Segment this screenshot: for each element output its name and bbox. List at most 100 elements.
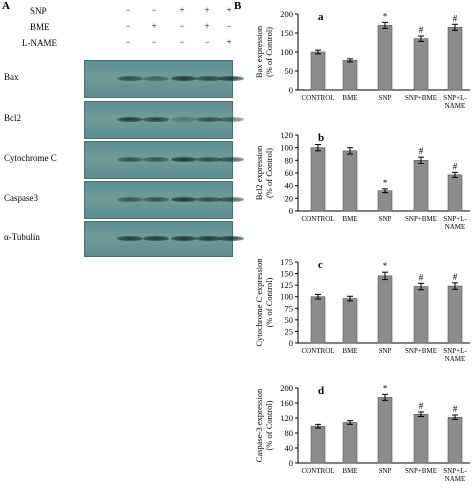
chart-panel-letter: b — [318, 132, 324, 144]
blot-band — [117, 197, 143, 202]
blot-image — [84, 181, 244, 219]
treatment-label: SNP — [30, 6, 47, 16]
x-tick-label: SNP+L- — [443, 467, 467, 475]
significance-marker: # — [453, 272, 458, 282]
bar — [377, 25, 393, 91]
bar — [342, 60, 358, 91]
treatment-sign: + — [204, 5, 210, 15]
x-tick-label: SNP+BME — [405, 94, 437, 102]
y-axis-label: Bcl2 expression — [254, 145, 264, 200]
x-tick-label: BME — [342, 94, 357, 102]
blot-band — [143, 117, 169, 122]
bar — [377, 397, 393, 464]
y-tick-label: 150 — [280, 28, 293, 38]
blot-band — [196, 197, 222, 202]
x-tick-label: SNP — [379, 215, 392, 223]
y-axis-label: (% of Control) — [264, 148, 274, 198]
y-axis-label: Caspase-3 expression — [254, 388, 264, 462]
y-axis-label: (% of Control) — [264, 277, 274, 327]
treatment-label: BME — [30, 22, 50, 32]
bar — [310, 425, 326, 464]
y-tick-label: 150 — [280, 269, 293, 279]
y-tick-label: 75 — [285, 303, 294, 313]
x-tick-label: SNP+L- — [443, 215, 467, 223]
bar — [310, 296, 326, 344]
treatment-sign: − — [125, 5, 131, 15]
blot-band — [171, 157, 197, 162]
y-axis-label: (% of Control) — [264, 27, 274, 77]
blot-band — [196, 157, 222, 162]
significance-marker: # — [419, 401, 424, 411]
treatment-sign: − — [125, 37, 131, 47]
x-tick-label: NAME — [445, 355, 466, 363]
blot-band — [117, 157, 143, 162]
treatment-sign: − — [151, 5, 157, 15]
x-tick-label: SNP+BME — [405, 215, 437, 223]
bar — [310, 51, 326, 91]
bar — [413, 38, 429, 91]
treatment-sign: − — [226, 21, 232, 31]
x-tick-label: BME — [342, 467, 357, 475]
treatment-sign: + — [226, 37, 232, 47]
x-tick-label: NAME — [445, 102, 466, 110]
treatment-sign: − — [179, 21, 185, 31]
blot-band — [218, 197, 244, 202]
chart-panel-letter: d — [318, 385, 324, 397]
blot-band — [143, 197, 169, 202]
chart-panel-letter: c — [318, 259, 323, 271]
bar — [447, 26, 463, 91]
y-tick-label: 50 — [285, 66, 294, 76]
x-tick-label: CONTROL — [301, 215, 334, 223]
blot-band — [196, 236, 222, 241]
treatment-sign: − — [204, 37, 210, 47]
blot-band — [117, 236, 143, 241]
blot-band — [171, 197, 197, 202]
blot-label: Bcl2 — [4, 113, 21, 123]
y-tick-label: 0 — [289, 206, 293, 216]
x-tick-label: CONTROL — [301, 467, 334, 475]
x-tick-label: SNP+L- — [443, 347, 467, 355]
blot-band — [218, 236, 244, 241]
blot-band — [196, 117, 222, 122]
bar — [413, 286, 429, 344]
bar — [377, 190, 393, 212]
blot-band — [218, 76, 244, 81]
y-tick-label: 160 — [280, 398, 293, 408]
y-tick-label: 25 — [285, 326, 294, 336]
treatment-sign: − — [151, 37, 157, 47]
y-tick-label: 40 — [285, 443, 294, 453]
blot-band — [143, 157, 169, 162]
bar — [447, 285, 463, 344]
significance-marker: # — [419, 25, 424, 35]
significance-marker: # — [453, 404, 458, 414]
y-axis-label: Cytochrome C expression — [254, 258, 264, 347]
significance-marker: # — [453, 13, 458, 23]
blot-band — [218, 157, 244, 162]
blot-band — [171, 117, 197, 122]
y-tick-label: 125 — [280, 280, 293, 290]
y-tick-label: 120 — [280, 413, 293, 423]
significance-marker: * — [383, 11, 388, 21]
bar — [342, 422, 358, 464]
y-tick-label: 0 — [289, 85, 293, 95]
x-tick-label: CONTROL — [301, 94, 334, 102]
blot-label: Bax — [4, 72, 19, 82]
x-tick-label: BME — [342, 215, 357, 223]
significance-marker: * — [383, 383, 388, 393]
blot-band — [196, 76, 222, 81]
significance-marker: # — [419, 146, 424, 156]
significance-marker: # — [419, 272, 424, 282]
blot-band — [143, 76, 169, 81]
bar — [447, 416, 463, 464]
blot-label: α-Tubulin — [4, 232, 40, 242]
blot-image — [84, 101, 244, 139]
chart-panel-letter: a — [318, 11, 324, 23]
blot-band — [171, 236, 197, 241]
y-axis-label: (% of Control) — [264, 400, 274, 450]
treatment-sign: − — [179, 37, 185, 47]
bar — [342, 298, 358, 344]
bar — [447, 174, 463, 212]
blot-band — [117, 117, 143, 122]
x-tick-label: CONTROL — [301, 347, 334, 355]
x-tick-label: SNP+L- — [443, 94, 467, 102]
